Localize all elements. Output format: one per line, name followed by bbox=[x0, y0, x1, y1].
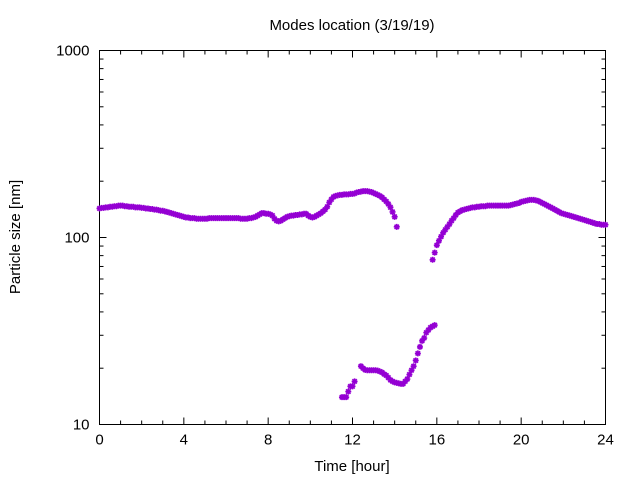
data-point bbox=[322, 206, 329, 213]
data-point bbox=[406, 371, 413, 378]
data-point bbox=[414, 350, 421, 357]
x-axis-label: Time [hour] bbox=[314, 458, 389, 475]
data-point bbox=[374, 367, 381, 374]
y-tick-label: 10 bbox=[73, 417, 90, 434]
data-point bbox=[431, 249, 438, 256]
data-point bbox=[387, 204, 394, 211]
data-point bbox=[326, 199, 333, 206]
data-point bbox=[269, 212, 276, 219]
data-point bbox=[429, 256, 436, 263]
data-point bbox=[431, 322, 438, 329]
x-tick-label: 24 bbox=[597, 432, 614, 449]
data-point bbox=[391, 213, 398, 220]
data-point bbox=[383, 198, 390, 205]
x-tick-label: 4 bbox=[180, 432, 188, 449]
data-point bbox=[370, 189, 377, 196]
data-point bbox=[328, 196, 335, 203]
data-point bbox=[438, 233, 445, 240]
chart-title: Modes location (3/19/19) bbox=[269, 17, 434, 34]
data-point bbox=[372, 190, 379, 197]
data-point bbox=[345, 388, 352, 395]
data-point bbox=[435, 237, 442, 244]
data-point bbox=[448, 217, 455, 224]
x-tick-labels: 0 4 8 12 16 20 24 bbox=[95, 432, 614, 449]
data-point bbox=[389, 378, 396, 385]
data-point bbox=[385, 374, 392, 381]
y-tick-labels: 10 100 1000 bbox=[56, 43, 89, 434]
data-point bbox=[393, 223, 400, 230]
plot-area: 0 4 8 12 16 20 24 10 100 1000 bbox=[56, 43, 614, 449]
data-point bbox=[368, 189, 375, 196]
data-point bbox=[374, 191, 381, 198]
data-point bbox=[446, 221, 453, 228]
data-point bbox=[421, 335, 428, 342]
data-point bbox=[433, 242, 440, 249]
data-point bbox=[416, 343, 423, 350]
data-point bbox=[408, 367, 415, 374]
y-tick-label: 100 bbox=[64, 230, 89, 247]
x-tick-label: 12 bbox=[344, 432, 361, 449]
data-point bbox=[349, 383, 356, 390]
data-point bbox=[444, 223, 451, 230]
y-tick-label: 1000 bbox=[56, 43, 89, 60]
data-point bbox=[400, 380, 407, 387]
x-tick-label: 8 bbox=[264, 432, 272, 449]
data-point bbox=[343, 394, 350, 401]
x-tick-label: 16 bbox=[428, 432, 445, 449]
axis-ticks bbox=[99, 50, 606, 425]
data-point bbox=[423, 329, 430, 336]
data-point bbox=[376, 368, 383, 375]
plot-frame bbox=[99, 50, 606, 425]
data-point bbox=[602, 221, 609, 228]
data-points bbox=[96, 188, 609, 401]
data-point bbox=[412, 357, 419, 364]
data-point bbox=[351, 190, 358, 197]
data-point bbox=[324, 203, 331, 210]
data-point bbox=[419, 337, 426, 344]
y-axis-label: Particle size [nm] bbox=[7, 180, 24, 294]
data-point bbox=[450, 215, 457, 222]
data-point bbox=[410, 363, 417, 370]
data-point bbox=[442, 226, 449, 233]
data-point bbox=[385, 201, 392, 208]
data-point bbox=[351, 378, 358, 385]
data-point bbox=[404, 376, 411, 383]
data-point bbox=[452, 211, 459, 218]
data-point bbox=[389, 208, 396, 215]
x-tick-label: 20 bbox=[513, 432, 530, 449]
data-point bbox=[425, 327, 432, 334]
x-tick-label: 0 bbox=[95, 432, 103, 449]
data-point bbox=[440, 229, 447, 236]
data-point bbox=[402, 378, 409, 385]
